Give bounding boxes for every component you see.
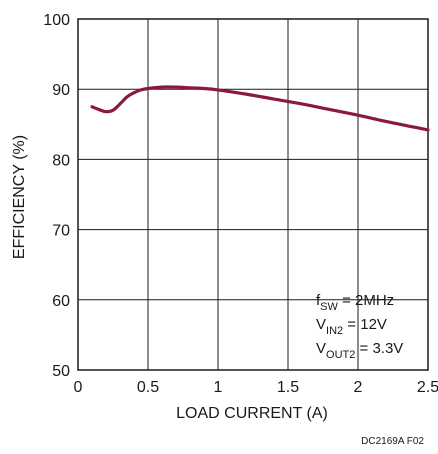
figure-code: DC2169A F02 [361, 436, 424, 447]
y-axis-label: EFFICIENCY (%) [11, 135, 28, 259]
x-tick-label: 1 [214, 379, 223, 396]
x-axis-label: LOAD CURRENT (A) [176, 405, 328, 422]
x-tick-labels: 0 0.5 1 1.5 2 2.5 [74, 379, 438, 396]
x-tick-label: 2 [354, 379, 363, 396]
condition-annotation: fSW = 2MHz VIN2 = 12V VOUT2 = 3.3V [316, 292, 403, 361]
y-tick-label: 70 [52, 223, 70, 240]
y-tick-label: 80 [52, 152, 70, 169]
x-tick-label: 0.5 [137, 379, 159, 396]
annotation-line: VOUT2 = 3.3V [316, 340, 403, 361]
y-tick-label: 100 [43, 12, 70, 29]
efficiency-series-line [90, 85, 430, 132]
annotation-line: fSW = 2MHz [316, 292, 394, 313]
x-tick-label: 2.5 [417, 379, 438, 396]
annotation-line: VIN2 = 12V [316, 316, 387, 337]
y-tick-label: 90 [52, 82, 70, 99]
series-group [90, 85, 430, 132]
y-tick-label: 60 [52, 293, 70, 310]
x-tick-label: 0 [74, 379, 83, 396]
y-tick-label: 50 [52, 363, 70, 380]
plot-frame [77, 18, 429, 371]
x-tick-label: 1.5 [277, 379, 299, 396]
y-tick-labels: 50 60 70 80 90 100 [43, 12, 70, 380]
